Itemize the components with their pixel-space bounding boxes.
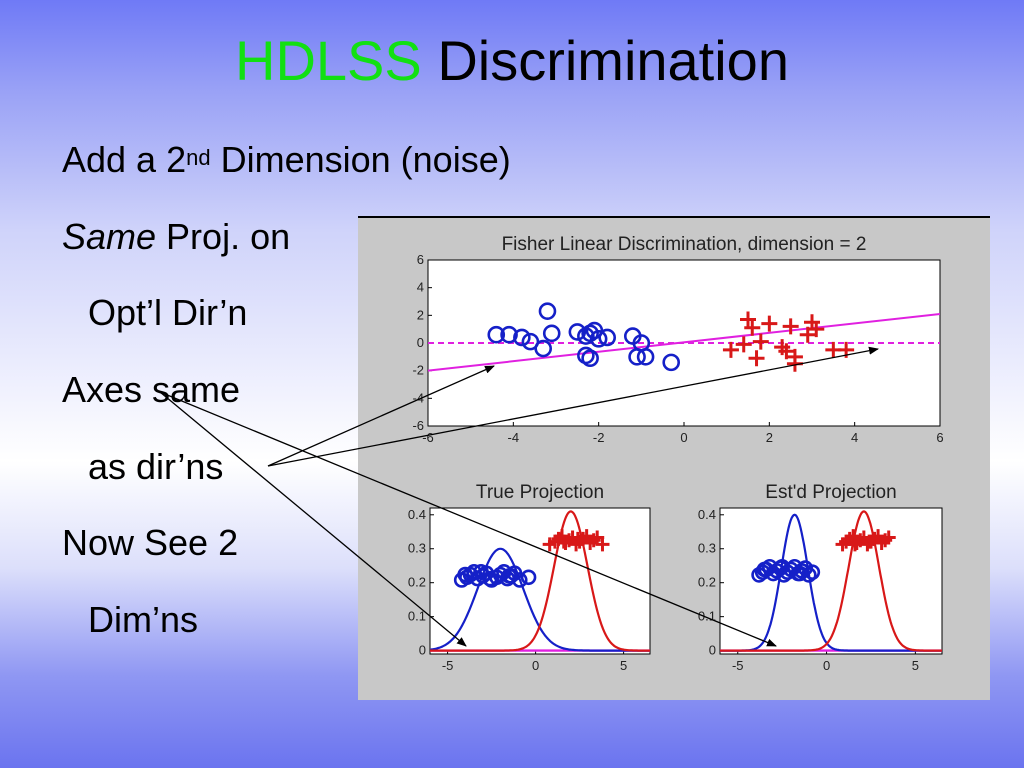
chart-0-class1-point bbox=[598, 328, 616, 347]
chart-2-ytick-label: 0.3 bbox=[698, 541, 716, 556]
chart-0-class1-point bbox=[589, 330, 608, 348]
chart-1-ytick-label: 0.3 bbox=[408, 541, 426, 556]
figure-top-rule bbox=[358, 216, 990, 219]
chart-2-ytick-label: 0 bbox=[709, 643, 716, 658]
chart-2-class2-point bbox=[881, 530, 896, 545]
chart-0-xtick-label: 0 bbox=[680, 430, 687, 445]
chart-1-ytick-label: 0 bbox=[419, 643, 426, 658]
chart-0-xtick-label: -4 bbox=[508, 430, 520, 445]
chart-0-class1-point bbox=[538, 302, 557, 320]
chart-0-class2-point bbox=[808, 321, 825, 338]
chart-2-ytick-label: 0.2 bbox=[698, 575, 716, 590]
matlab-figure: Fisher Linear Discrimination, dimension … bbox=[358, 218, 990, 700]
chart-0-ytick-label: 4 bbox=[417, 280, 424, 295]
chart-1-xtick-label: 0 bbox=[532, 658, 539, 673]
chart-0-xtick-label: -2 bbox=[593, 430, 605, 445]
chart-0-class1-point bbox=[568, 323, 587, 341]
chart-1-ytick-label: 0.1 bbox=[408, 609, 426, 624]
chart-2-xtick-label: -5 bbox=[732, 658, 744, 673]
chart-0-ytick-label: 0 bbox=[417, 335, 424, 350]
chart-2-class2-point bbox=[847, 537, 862, 552]
bullet-dimns: Dim’ns bbox=[88, 599, 199, 640]
chart-2-ytick-label: 0.4 bbox=[698, 507, 716, 522]
chart-0-class2-point bbox=[799, 326, 816, 343]
chart-0-ytick-label: -4 bbox=[412, 390, 424, 405]
bullet-as-dirns: as dir’ns bbox=[88, 446, 224, 487]
chart-2-xtick-label: 0 bbox=[823, 658, 830, 673]
bullet-1-post: Dimension (noise) bbox=[210, 139, 511, 180]
chart-0-class2-point bbox=[761, 315, 778, 332]
chart-1-ytick-label: 0.4 bbox=[408, 507, 426, 522]
chart-1-ytick-label: 0.2 bbox=[408, 575, 426, 590]
chart-2-ytick-label: 0.1 bbox=[698, 609, 716, 624]
bullet-add-dimension: Add a 2nd Dimension (noise) bbox=[62, 138, 511, 182]
bullet-2-em: Same bbox=[62, 216, 157, 257]
bullet-2-rest: Proj. on bbox=[156, 216, 291, 257]
chart-0-class1-point bbox=[542, 324, 561, 343]
figure-svg: Fisher Linear Discrimination, dimension … bbox=[408, 234, 944, 673]
chart-0-ytick-label: 6 bbox=[417, 252, 424, 267]
chart-0-xtick-label: 2 bbox=[766, 430, 773, 445]
chart-0-class1-point bbox=[487, 325, 506, 344]
bullet-opt-dir: Opt’l Dir’n bbox=[88, 292, 248, 333]
chart-0-class2-point bbox=[752, 333, 769, 350]
chart-0-class1-point bbox=[513, 328, 531, 347]
chart-0-class1-point bbox=[500, 325, 518, 344]
bullet-1-sup: nd bbox=[186, 145, 211, 170]
chart-1-xtick-label: 5 bbox=[620, 658, 627, 673]
bullet-1-pre: Add a 2 bbox=[62, 139, 187, 180]
chart-2-class2-point bbox=[862, 534, 877, 549]
chart-2-plot-area bbox=[719, 507, 943, 655]
title-accent: HDLSS bbox=[235, 29, 422, 92]
chart-1-title: True Projection bbox=[476, 482, 604, 503]
chart-0-ytick-label: 2 bbox=[417, 307, 424, 322]
chart-0-class2-point bbox=[740, 311, 756, 328]
slide-title: HDLSS Discrimination bbox=[0, 26, 1024, 96]
chart-0-xtick-label: 4 bbox=[851, 430, 858, 445]
chart-0-ytick-label: -2 bbox=[412, 363, 424, 378]
chart-0-ytick-label: -6 bbox=[412, 418, 424, 433]
bullet-same-proj: Same Proj. on bbox=[62, 215, 290, 259]
chart-2-class1-density bbox=[720, 513, 942, 652]
chart-0-class2-point bbox=[782, 318, 799, 335]
chart-2-class1-point bbox=[800, 567, 817, 583]
chart-0-class2-point bbox=[744, 319, 761, 336]
chart-1-xtick-label: -5 bbox=[442, 658, 454, 673]
chart-2-class2-density bbox=[720, 510, 942, 652]
bullet-now-see: Now See 2 bbox=[62, 522, 239, 563]
chart-2-title: Est'd Projection bbox=[765, 482, 896, 503]
chart-2-xtick-label: 5 bbox=[912, 658, 919, 673]
bullet-axes-same: Axes same bbox=[62, 369, 241, 410]
chart-2-class1-point bbox=[792, 565, 808, 582]
chart-0-xtick-label: 6 bbox=[936, 430, 943, 445]
chart-0-title: Fisher Linear Discrimination, dimension … bbox=[502, 234, 867, 255]
title-rest: Discrimination bbox=[437, 29, 789, 92]
